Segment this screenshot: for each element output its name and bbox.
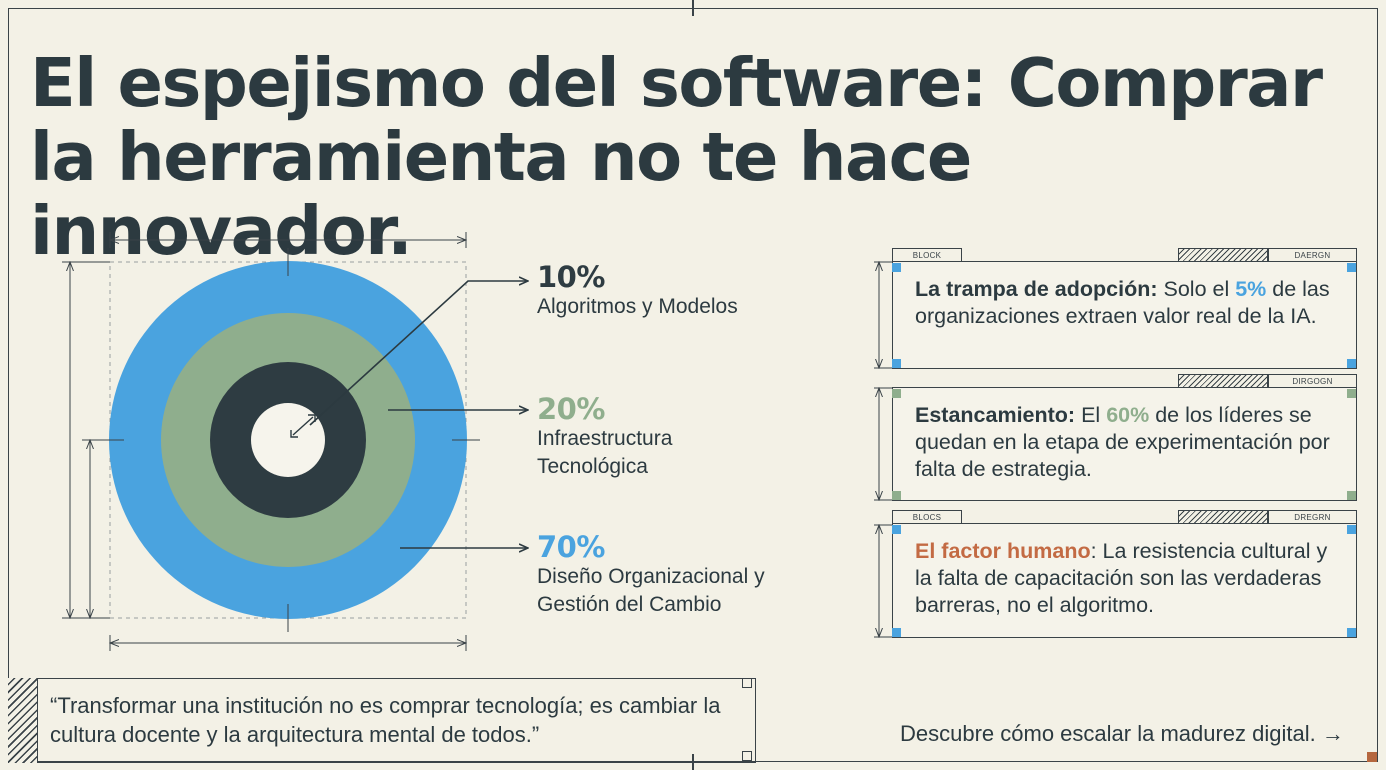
page-title: El espejismo del software: Comprar la he… [30, 44, 1323, 270]
card-2-pre: El [1075, 403, 1107, 427]
card-1-hatch [1178, 248, 1268, 262]
card-2-post: de los líderes se quedan en la etapa de … [915, 403, 1330, 481]
label-10-desc: Algoritmos y Modelos [537, 295, 738, 318]
card-2-hatch [1178, 374, 1268, 388]
card-2-title: Estancamiento: [915, 403, 1076, 427]
card-3-title: El factor humano [915, 539, 1091, 563]
card-1-tab-left: BLOCK [892, 248, 962, 262]
card-1-tab-right: DAERGN [1268, 248, 1357, 262]
label-70: 70% Diseño Organizacional y Gestión del … [537, 531, 777, 619]
label-70-desc: Diseño Organizacional y Gestión del Camb… [537, 565, 765, 616]
card-3-tab-right: DREGRN [1268, 510, 1357, 524]
label-20-value: 20% [537, 392, 605, 426]
quote-corner-bottom [742, 751, 752, 761]
label-20-desc: Infraestructura Tecnológica [537, 427, 673, 478]
label-70-value: 70% [537, 530, 605, 564]
card-3-post: : La resistencia cultural y la falta de … [915, 539, 1328, 617]
card-1-title: La trampa de adopción: [915, 277, 1158, 301]
quote-text: “Transformar una institución no es compr… [50, 693, 721, 747]
quote-corner-top [742, 678, 752, 688]
frame-tick-top [692, 0, 694, 16]
label-10-value: 10% [537, 260, 605, 294]
card-1-post: de las organizaciones extraen valor real… [915, 277, 1330, 328]
cta-marker [1367, 752, 1377, 762]
card-3-tab-left: BLOCS [892, 510, 962, 524]
leader-10 [309, 281, 528, 426]
label-20: 20% Infraestructura Tecnológica [537, 393, 707, 481]
card-2-highlight: 60% [1106, 403, 1150, 427]
card-human-factor: El factor humano: La resistencia cultura… [892, 523, 1357, 638]
cta-link[interactable]: Descubre cómo escalar la madurez digital… [900, 721, 1344, 746]
card-stagnation: Estancamiento: El 60% de los líderes se … [892, 387, 1357, 501]
card-1-pre: Solo el [1157, 277, 1236, 301]
label-10: 10% Algoritmos y Modelos [537, 261, 797, 321]
card-2-tab-right: DIRGOGN [1268, 374, 1357, 388]
card-adoption-trap: La trampa de adopción: Solo el 5% de las… [892, 261, 1357, 369]
card-1-highlight: 5% [1235, 277, 1267, 301]
card-3-hatch [1178, 510, 1268, 524]
quote-hatch [8, 678, 38, 763]
ring-core [251, 403, 325, 477]
